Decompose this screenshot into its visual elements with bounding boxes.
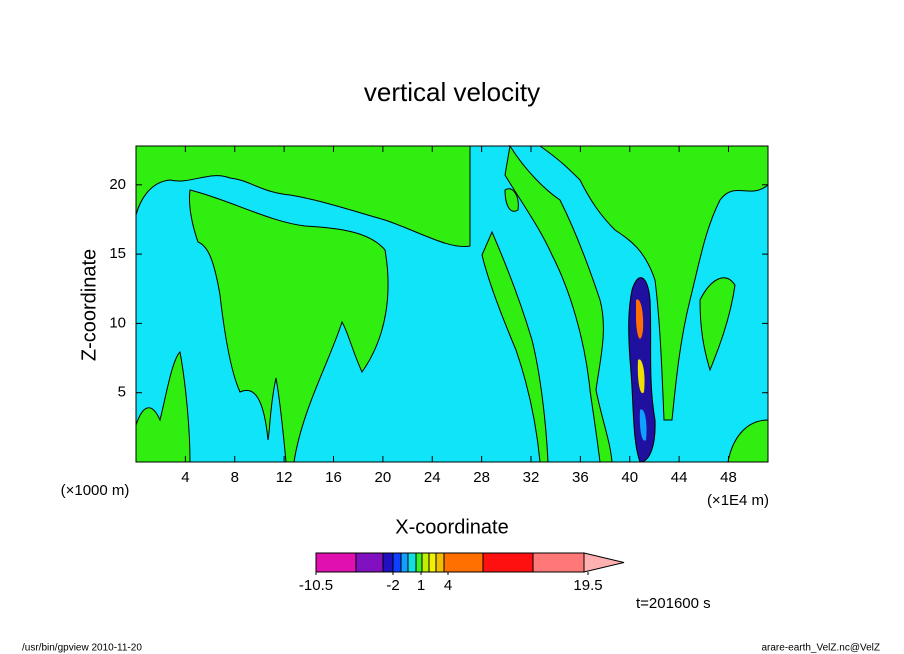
colorbar-bin (355, 552, 384, 573)
vortex (628, 277, 656, 463)
colorbar-bin (382, 552, 394, 573)
x-tick-label: 4 (181, 469, 189, 486)
y-axis-label: Z-coordinate (78, 249, 100, 361)
x-axis-label: X-coordinate (395, 516, 508, 538)
y-tick-label: 15 (109, 245, 126, 262)
x-tick-label: 24 (424, 469, 441, 486)
colorbar-extension (583, 552, 625, 573)
colorbar-bin (421, 552, 430, 573)
colorbar-bin (315, 552, 357, 573)
x-tick-label: 36 (572, 469, 589, 486)
x-tick-label: 16 (325, 469, 342, 486)
positive-regions (135, 144, 769, 463)
colorbar-tick-label: 19.5 (573, 577, 602, 594)
colorbar-bin (392, 552, 402, 573)
x-tick-label: 32 (523, 469, 540, 486)
colorbar-bin (407, 552, 417, 573)
time-label: t=201600 s (636, 595, 711, 612)
x-units-label: (×1E4 m) (707, 492, 769, 509)
colorbar-tick-label: 4 (444, 577, 452, 594)
colorbar-bin (415, 552, 423, 573)
x-tick-label: 44 (671, 469, 688, 486)
y-units-label: (×1000 m) (61, 482, 130, 499)
x-tick-label: 48 (720, 469, 737, 486)
colorbar-bin (400, 552, 409, 573)
x-tick-label: 12 (276, 469, 293, 486)
y-tick-label: 10 (109, 314, 126, 331)
colorbar-tick-label: 1 (417, 577, 425, 594)
footer-left: /usr/bin/gpview 2010-11-20 (22, 643, 142, 654)
x-tick-label: 8 (231, 469, 239, 486)
x-tick-label: 28 (473, 469, 490, 486)
colorbar-bin (443, 552, 484, 573)
x-tick-label: 20 (375, 469, 392, 486)
colorbar-tick-label: -10.5 (299, 577, 333, 594)
footer-right: arare-earth_VelZ.nc@VelZ (761, 643, 880, 654)
colorbar-bin (532, 552, 585, 573)
colorbar-bin (482, 552, 534, 573)
plot-frame (135, 145, 769, 463)
colorbar-bin (435, 552, 445, 573)
y-tick-label: 5 (118, 384, 126, 401)
colorbar-tick-label: -2 (386, 577, 399, 594)
contour-field (135, 144, 769, 463)
x-tick-label: 40 (621, 469, 638, 486)
y-tick-label: 20 (109, 176, 126, 193)
chart-title: vertical velocity (364, 77, 540, 107)
colorbar-bin (428, 552, 437, 573)
